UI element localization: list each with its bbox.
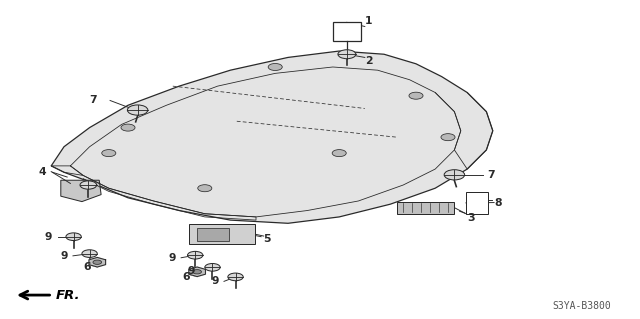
Polygon shape <box>61 180 101 202</box>
FancyBboxPatch shape <box>397 202 454 214</box>
Text: 7: 7 <box>90 94 97 105</box>
Polygon shape <box>51 51 493 223</box>
Circle shape <box>205 263 220 271</box>
Circle shape <box>121 124 135 131</box>
Circle shape <box>188 251 203 259</box>
Text: 6: 6 <box>83 262 91 272</box>
Circle shape <box>441 134 455 141</box>
Text: 1: 1 <box>365 16 372 26</box>
Text: 9: 9 <box>188 265 195 276</box>
Circle shape <box>332 150 346 157</box>
Circle shape <box>193 270 202 274</box>
Circle shape <box>338 50 356 59</box>
Text: FR.: FR. <box>56 289 80 301</box>
Text: 8: 8 <box>494 197 502 208</box>
Polygon shape <box>89 257 106 267</box>
Text: S3YA-B3800: S3YA-B3800 <box>552 301 611 311</box>
Text: 2: 2 <box>365 56 372 66</box>
FancyBboxPatch shape <box>197 228 229 241</box>
FancyBboxPatch shape <box>189 224 255 244</box>
Circle shape <box>82 250 97 257</box>
Text: 4: 4 <box>38 167 46 177</box>
Circle shape <box>228 273 243 281</box>
Text: 6: 6 <box>182 272 190 282</box>
Text: 9: 9 <box>168 253 176 263</box>
FancyBboxPatch shape <box>333 22 361 41</box>
Text: 9: 9 <box>211 276 219 286</box>
Text: 9: 9 <box>45 232 52 242</box>
Circle shape <box>80 181 97 189</box>
Circle shape <box>409 92 423 99</box>
Text: 7: 7 <box>488 170 495 180</box>
Text: 5: 5 <box>264 234 271 244</box>
Circle shape <box>102 150 116 157</box>
FancyBboxPatch shape <box>466 192 488 214</box>
Circle shape <box>93 260 102 264</box>
Circle shape <box>198 185 212 192</box>
Circle shape <box>66 233 81 241</box>
Circle shape <box>268 63 282 70</box>
Text: 9: 9 <box>60 251 68 261</box>
Polygon shape <box>189 267 205 277</box>
Circle shape <box>444 170 465 180</box>
Circle shape <box>127 105 148 115</box>
Text: 3: 3 <box>467 212 475 223</box>
